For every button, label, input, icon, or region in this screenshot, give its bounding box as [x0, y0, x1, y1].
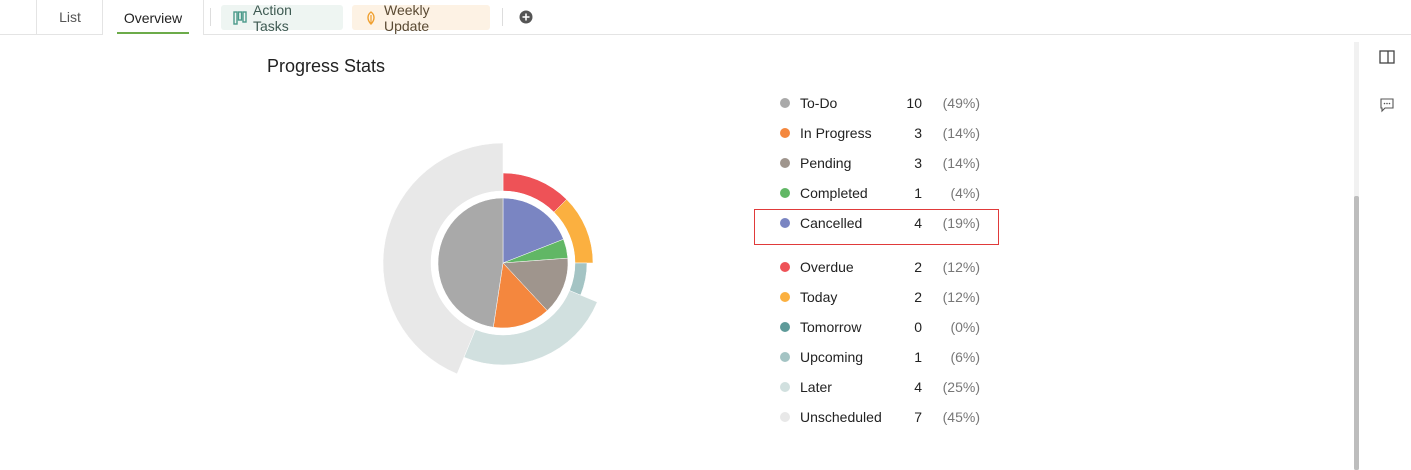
legend-dot [780, 158, 790, 168]
legend-label: Tomorrow [800, 319, 862, 335]
active-tab-indicator [117, 32, 189, 34]
legend-percentage: (4%) [950, 185, 980, 201]
legend-percentage: (49%) [942, 95, 980, 111]
tab-action-tasks-label: Action Tasks [253, 1, 292, 34]
legend-item[interactable]: To-Do 10 (49%) [780, 88, 980, 118]
legend-count: 0 [914, 319, 922, 335]
legend-count: 7 [914, 409, 922, 425]
tab-divider [210, 8, 211, 26]
legend-dot [780, 412, 790, 422]
legend-count: 10 [906, 95, 922, 111]
legend-count: 4 [914, 379, 922, 395]
side-panel-button[interactable] [1379, 49, 1395, 65]
tab-action-tasks[interactable]: Action Tasks [221, 2, 343, 34]
legend-label: Cancelled [800, 215, 863, 231]
legend-item[interactable]: Overdue 2 (12%) [780, 252, 980, 282]
legend-percentage: (0%) [950, 319, 980, 335]
kanban-icon [233, 10, 247, 25]
legend-item[interactable]: Today 2 (12%) [780, 282, 980, 312]
legend-dot [780, 128, 790, 138]
legend-item[interactable]: Pending 3 (14%) [780, 148, 980, 178]
leaf-icon [364, 10, 378, 25]
comment-icon [1380, 98, 1394, 113]
section-title: Progress Stats [267, 56, 386, 76]
legend-item[interactable]: Cancelled 4 (19%) [780, 208, 980, 238]
add-tab-button[interactable] [519, 10, 533, 24]
legend-percentage: (45%) [942, 409, 980, 425]
highlight-box [754, 209, 999, 245]
legend-dot [780, 188, 790, 198]
inner-pie-slice[interactable] [502, 197, 564, 264]
progress-donut-chart [382, 142, 598, 375]
legend-count: 4 [914, 215, 922, 231]
legend-label: Overdue [800, 259, 854, 275]
legend-label: Pending [800, 155, 852, 171]
legend-dot [780, 322, 790, 332]
legend-item[interactable]: Tomorrow 0 (0%) [780, 312, 980, 342]
legend-percentage: (25%) [942, 379, 980, 395]
legend-percentage: (12%) [942, 289, 980, 305]
legend-item[interactable]: In Progress 3 (14%) [780, 118, 980, 148]
legend-percentage: (19%) [942, 215, 980, 231]
tab-overview-label: Overview [123, 9, 183, 26]
inner-pie-slice[interactable] [493, 262, 548, 329]
legend-dot [780, 218, 790, 228]
legend-percentage: (12%) [942, 259, 980, 275]
legend-count: 3 [914, 155, 922, 171]
inner-pie-slice[interactable] [437, 197, 504, 328]
inner-pie-slice[interactable] [502, 257, 569, 312]
legend-percentage: (14%) [942, 155, 980, 171]
legend-count: 3 [914, 125, 922, 141]
legend-percentage: (6%) [950, 349, 980, 365]
legend-label: Later [800, 379, 832, 395]
tab-list-label: List [59, 9, 81, 25]
legend-dot [780, 262, 790, 272]
plus-circle-icon [519, 10, 533, 24]
side-panel-icon [1379, 50, 1395, 64]
legend-label: In Progress [800, 125, 872, 141]
legend-count: 1 [914, 349, 922, 365]
legend-dot [780, 98, 790, 108]
legend-count: 1 [914, 185, 922, 201]
tab-overview[interactable]: Overview [102, 0, 204, 35]
tab-weekly-update[interactable]: Weekly Update [352, 2, 490, 34]
legend-label: Upcoming [800, 349, 864, 365]
legend-dot [780, 352, 790, 362]
legend-label: To-Do [800, 95, 838, 111]
legend-item[interactable]: Completed 1 (4%) [780, 178, 980, 208]
scrollbar-thumb[interactable] [1354, 196, 1359, 470]
legend-dot [780, 382, 790, 392]
legend-percentage: (14%) [942, 125, 980, 141]
tab-divider [502, 8, 503, 26]
legend-item[interactable]: Later 4 (25%) [780, 372, 980, 402]
legend-item[interactable]: Unscheduled 7 (45%) [780, 402, 980, 432]
legend-label: Unscheduled [800, 409, 882, 425]
tab-list[interactable]: List [36, 0, 103, 34]
legend-label: Completed [800, 185, 868, 201]
comments-button[interactable] [1379, 97, 1395, 113]
legend-count: 2 [914, 259, 922, 275]
legend-count: 2 [914, 289, 922, 305]
legend-label: Today [800, 289, 838, 305]
tab-bar: List Overview Action Tasks Weekly Update [0, 0, 1411, 35]
legend-dot [780, 292, 790, 302]
legend-item[interactable]: Upcoming 1 (6%) [780, 342, 980, 372]
tab-weekly-update-label: Weekly Update [384, 1, 430, 34]
